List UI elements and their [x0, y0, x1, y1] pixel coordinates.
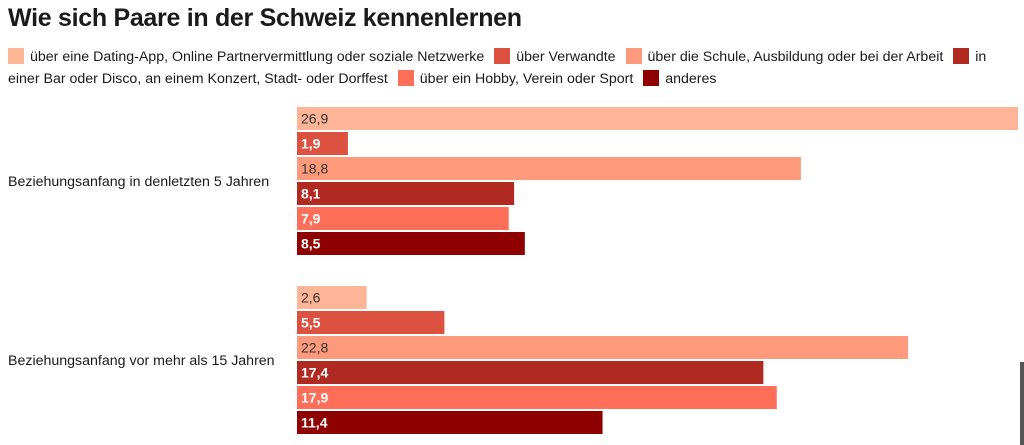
legend-swatch [953, 48, 970, 64]
data-label: 2,6 [301, 290, 321, 306]
data-label: 18,8 [301, 161, 328, 177]
category-label: Beziehungsanfang vor mehr als 15 Jahren [8, 353, 275, 369]
legend: über eine Dating-App, Online Partnerverm… [8, 46, 1013, 90]
legend-item: über Verwandte [494, 48, 616, 65]
scrollbar-edge [1020, 362, 1024, 445]
bar [297, 207, 509, 230]
bar [297, 157, 801, 180]
bar [297, 107, 1018, 130]
data-label: 7,9 [301, 211, 321, 227]
legend-swatch [625, 48, 642, 64]
bar [297, 386, 777, 409]
category-label: Beziehungsanfang in denletzten 5 Jahren [8, 174, 269, 190]
data-label: 8,1 [301, 186, 321, 202]
legend-label: über die Schule, Ausbildung oder bei der… [647, 49, 944, 65]
bar [297, 132, 348, 155]
legend-item: in einer Bar oder Disco, an einem Konzer… [8, 48, 987, 87]
bar [297, 361, 764, 384]
data-label: 8,5 [301, 236, 321, 252]
data-label: 17,9 [301, 390, 328, 406]
legend-item: über die Schule, Ausbildung oder bei der… [625, 48, 944, 65]
bar [297, 336, 909, 359]
legend-swatch [8, 48, 24, 64]
legend-label: anderes [665, 71, 717, 87]
legend-item: über eine Dating-App, Online Partnerverm… [8, 48, 485, 65]
legend-label: über eine Dating-App, Online Partnerverm… [30, 49, 485, 65]
bar [297, 232, 525, 255]
legend-label: über ein Hobby, Verein oder Sport [419, 71, 634, 87]
data-label: 26,9 [301, 111, 328, 127]
legend-label: über Verwandte [516, 49, 616, 65]
chart-title: Wie sich Paare in der Schweiz kennenlern… [8, 4, 522, 32]
legend-item: über ein Hobby, Verein oder Sport [397, 70, 634, 87]
data-label: 1,9 [301, 136, 321, 152]
data-label: 17,4 [301, 365, 328, 381]
legend-swatch [494, 48, 511, 64]
data-label: 22,8 [301, 340, 328, 356]
bar [297, 182, 515, 205]
data-label: 11,4 [301, 415, 328, 431]
legend-label: in einer Bar oder Disco, an einem Konzer… [8, 49, 987, 87]
legend-item: anderes [643, 70, 717, 87]
bar [297, 286, 367, 309]
legend-swatch [397, 70, 414, 86]
legend-swatch [643, 70, 660, 86]
bar [297, 311, 445, 334]
data-label: 5,5 [301, 315, 321, 331]
bar [297, 411, 603, 434]
